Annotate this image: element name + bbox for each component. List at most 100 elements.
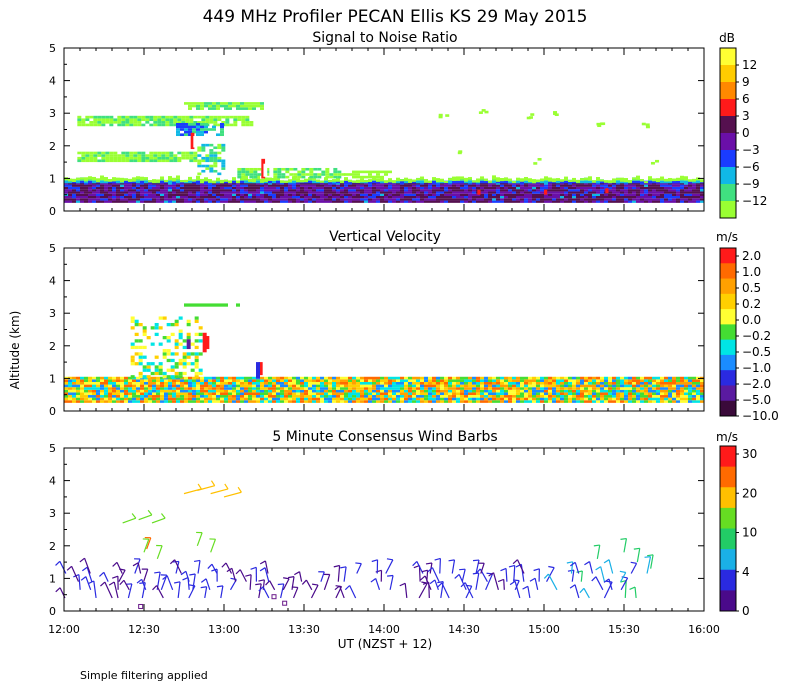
wind-barb xyxy=(134,558,141,574)
heatmap-cell xyxy=(596,198,600,201)
wind-barb xyxy=(141,579,147,591)
heatmap-cell xyxy=(156,384,160,388)
heatmap-cell xyxy=(154,355,159,359)
wind-barb xyxy=(291,576,295,590)
heatmap-cell xyxy=(396,392,400,396)
heatmap-cell xyxy=(352,384,356,388)
heatmap-cell xyxy=(552,191,556,194)
heatmap-cell xyxy=(140,392,144,396)
heatmap-cell xyxy=(400,400,404,403)
heatmap-cell xyxy=(316,379,320,382)
wind-barb xyxy=(71,566,80,582)
heatmap-cell xyxy=(348,200,352,203)
heatmap-cell xyxy=(532,392,536,396)
heatmap-cell xyxy=(92,379,96,382)
heatmap-cell xyxy=(508,392,512,396)
heatmap-cell xyxy=(636,397,640,401)
heatmap-cell xyxy=(268,200,272,203)
heatmap-cell xyxy=(324,379,328,382)
heatmap-cell xyxy=(188,189,192,192)
heatmap-cell xyxy=(596,400,600,403)
heatmap-cell xyxy=(100,182,104,185)
heatmap-cell xyxy=(392,186,396,190)
heatmap-cell xyxy=(676,177,680,182)
heatmap-cell xyxy=(428,182,432,185)
heatmap-cell xyxy=(700,397,704,401)
heatmap-cell xyxy=(528,376,532,380)
heatmap-cell xyxy=(104,196,108,199)
heatmap-cell xyxy=(676,191,680,194)
heatmap-cell xyxy=(105,156,110,160)
heatmap-cell xyxy=(477,189,481,195)
heatmap-cell xyxy=(152,395,156,398)
heatmap-cell xyxy=(336,200,340,203)
heatmap-cell xyxy=(636,376,640,380)
heatmap-cell xyxy=(520,384,524,388)
heatmap-cell xyxy=(108,191,112,194)
heatmap-cell xyxy=(208,200,212,203)
heatmap-cell xyxy=(228,400,232,403)
heatmap-cell xyxy=(484,184,488,187)
heatmap-cell xyxy=(174,365,179,369)
heatmap-cell xyxy=(212,384,216,388)
heatmap-cell xyxy=(652,196,656,199)
heatmap-cell xyxy=(452,400,456,403)
heatmap-cell xyxy=(468,392,472,396)
heatmap-cell xyxy=(168,379,172,382)
heatmap-cell xyxy=(416,389,420,393)
heatmap-cell xyxy=(168,196,172,199)
heatmap-cell xyxy=(508,180,512,184)
heatmap-cell xyxy=(632,184,636,187)
heatmap-cell xyxy=(152,376,156,380)
heatmap-cell xyxy=(564,186,568,190)
heatmap-cell xyxy=(272,381,276,385)
heatmap-cell xyxy=(553,111,558,114)
heatmap-cell xyxy=(165,154,170,157)
heatmap-cell xyxy=(101,154,106,157)
heatmap-cell xyxy=(304,400,308,403)
heatmap-cell xyxy=(488,381,492,385)
wind-barb-flag xyxy=(55,587,61,593)
heatmap-cell xyxy=(304,200,308,203)
heatmap-cell xyxy=(241,123,246,127)
heatmap-cell xyxy=(664,376,668,380)
heatmap-cell xyxy=(268,379,272,382)
heatmap-cell xyxy=(305,173,310,176)
heatmap-cell xyxy=(200,387,204,390)
heatmap-cell xyxy=(484,376,488,380)
heatmap-cell xyxy=(692,392,696,396)
heatmap-cell xyxy=(580,397,584,401)
heatmap-cell xyxy=(404,376,408,380)
heatmap-cell xyxy=(644,181,648,184)
heatmap-cell xyxy=(164,196,168,199)
heatmap-cell xyxy=(178,316,183,320)
heatmap-cell xyxy=(380,184,384,187)
heatmap-cell xyxy=(144,395,148,398)
heatmap-cell xyxy=(332,400,336,403)
heatmap-cell xyxy=(512,384,516,388)
heatmap-cell xyxy=(508,381,512,385)
heatmap-cell xyxy=(636,400,640,403)
heatmap-cell xyxy=(232,191,236,194)
heatmap-cell xyxy=(268,376,272,380)
heatmap-cell xyxy=(480,193,484,197)
heatmap-cell xyxy=(472,186,476,190)
heatmap-cell xyxy=(205,115,210,119)
heatmap-cell xyxy=(404,196,408,199)
heatmap-cell xyxy=(156,395,160,398)
heatmap-cell xyxy=(380,376,384,380)
heatmap-cell xyxy=(428,381,432,385)
heatmap-cell xyxy=(124,178,128,181)
heatmap-cell xyxy=(352,389,356,393)
heatmap-cell xyxy=(140,196,144,199)
heatmap-cell xyxy=(458,150,463,153)
heatmap-cell xyxy=(364,397,368,401)
heatmap-cell xyxy=(356,182,360,185)
heatmap-cell xyxy=(276,384,280,388)
heatmap-cell xyxy=(412,200,416,203)
heatmap-cell xyxy=(508,193,512,197)
heatmap-cell xyxy=(384,184,388,187)
heatmap-cell xyxy=(456,395,460,398)
heatmap-cell xyxy=(85,151,90,155)
heatmap-cell xyxy=(540,379,544,382)
